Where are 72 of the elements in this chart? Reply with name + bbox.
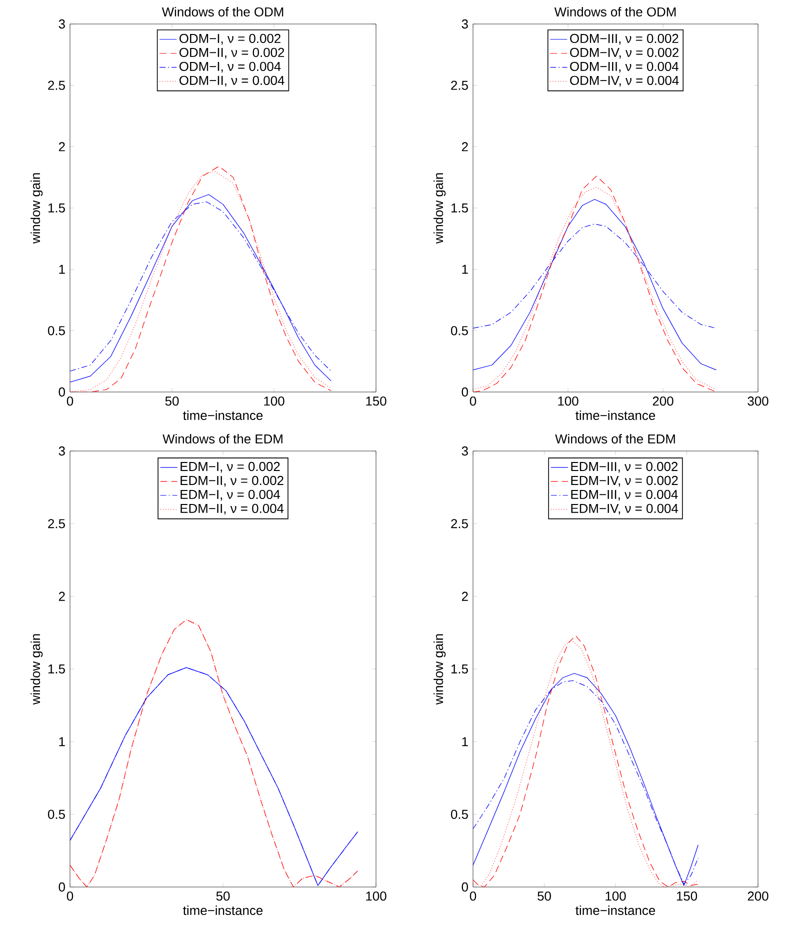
legend-label: EDM−I, ν = 0.004 (180, 490, 280, 501)
x-axis-title: time−instance (576, 906, 656, 916)
x-tick-label: 100 (606, 892, 626, 901)
legend-label: ODM−IV, ν = 0.002 (570, 48, 678, 59)
x-tick-label: 200 (652, 396, 674, 406)
y-tick-label: 0.5 (48, 810, 65, 819)
chart-title: Windows of the EDM (555, 434, 675, 444)
legend-label: ODM−II, ν = 0.002 (180, 48, 284, 59)
x-tick-label: 0 (66, 396, 74, 406)
y-axis-title: window gain (434, 173, 446, 244)
x-tick-label: 100 (558, 396, 578, 406)
y-tick-label: 2 (462, 592, 468, 601)
y-axis-title: window gain (434, 634, 446, 705)
legend-label: EDM−IV, ν = 0.004 (571, 504, 678, 515)
y-tick-label: 0.5 (48, 326, 65, 336)
legend-label: EDM−I, ν = 0.002 (180, 462, 280, 473)
x-tick-label: 50 (216, 892, 230, 901)
y-tick-label: 2 (58, 142, 65, 152)
x-axis-title: time−instance (183, 410, 263, 420)
y-tick-label: 1 (462, 737, 468, 746)
x-tick-label: 0 (470, 892, 476, 901)
y-axis-title: window gain (30, 634, 43, 705)
y-tick-label: 0 (462, 882, 468, 892)
x-tick-label: 300 (748, 396, 768, 406)
y-tick-label: 2.5 (48, 80, 65, 90)
legend-label: EDM−II, ν = 0.004 (180, 504, 284, 515)
y-tick-label: 2.5 (48, 519, 65, 528)
y-tick-label: 2.5 (451, 80, 468, 90)
y-tick-label: 1.5 (451, 203, 468, 213)
legend-label: EDM−III, ν = 0.004 (571, 490, 678, 501)
legend-label: EDM−III, ν = 0.002 (571, 462, 678, 473)
legend-label: ODM−III, ν = 0.002 (570, 34, 678, 45)
y-tick-label: 2 (462, 142, 468, 152)
legend-label: ODM−IV, ν = 0.004 (570, 76, 679, 87)
x-tick-label: 50 (165, 396, 179, 406)
x-axis-title: time−instance (576, 410, 656, 420)
x-tick-label: 150 (366, 396, 386, 406)
x-tick-label: 100 (366, 892, 386, 901)
x-tick-label: 0 (66, 892, 74, 901)
y-tick-label: 1 (59, 264, 65, 274)
x-axis-title: time−instance (183, 906, 263, 916)
y-tick-label: 1.5 (48, 203, 65, 213)
legend-label: ODM−II, ν = 0.004 (180, 76, 284, 87)
legend-label: ODM−I, ν = 0.004 (180, 62, 281, 73)
y-tick-label: 3 (58, 446, 65, 456)
chart-title: Windows of the EDM (162, 434, 282, 444)
y-tick-label: 3 (462, 446, 468, 456)
y-axis-title: window gain (30, 173, 43, 244)
x-tick-label: 50 (538, 892, 551, 901)
y-tick-label: 0 (58, 387, 65, 397)
y-tick-label: 1 (59, 737, 65, 746)
y-tick-label: 0 (58, 882, 65, 892)
y-tick-label: 0.5 (450, 326, 468, 336)
chart-title: Windows of the ODM (554, 6, 676, 16)
chart-title: Windows of the ODM (162, 6, 284, 16)
x-tick-label: 0 (470, 396, 476, 406)
y-tick-label: 1 (462, 264, 468, 274)
x-tick-label: 150 (676, 892, 698, 901)
y-tick-label: 0.5 (450, 810, 468, 819)
y-tick-label: 3 (462, 19, 468, 29)
legend-label: EDM−II, ν = 0.002 (180, 476, 284, 487)
legend-label: ODM−III, ν = 0.004 (570, 62, 679, 73)
y-tick-label: 2 (58, 592, 65, 601)
y-tick-label: 0 (462, 387, 468, 397)
legend-label: EDM−IV, ν = 0.002 (571, 476, 678, 487)
y-tick-label: 2.5 (451, 519, 468, 528)
legend-label: ODM−I, ν = 0.002 (180, 34, 280, 45)
x-tick-label: 200 (748, 892, 768, 901)
y-tick-label: 1.5 (451, 664, 468, 674)
y-tick-label: 1.5 (48, 664, 65, 674)
y-tick-label: 3 (58, 19, 65, 29)
x-tick-label: 100 (264, 396, 284, 406)
